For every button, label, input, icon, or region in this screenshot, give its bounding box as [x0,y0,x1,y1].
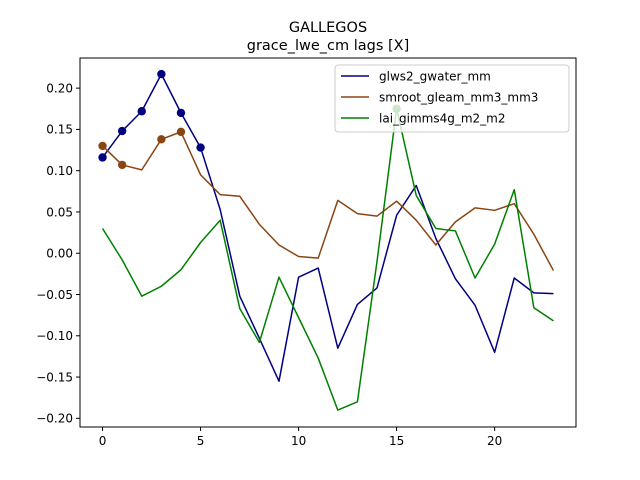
data-point-glws2_gwater_mm-1 [117,126,127,136]
data-point-smroot_gleam_mm3_mm3-1 [117,160,127,170]
y-tick-label: −0.10 [36,329,73,343]
series-line-glws2_gwater_mm [101,73,554,382]
y-axis: −0.20 −0.15 −0.10 −0.05 0.00 0.05 0.10 0.15 0.20 [36,81,80,426]
data-point-glws2_gwater_mm-2 [137,107,146,116]
x-tick-label: 10 [291,434,306,448]
y-tick-label: −0.15 [36,370,73,384]
y-tick-label: −0.05 [36,288,73,302]
legend-label-lai_gimms4g_m2_m2: lai_gimms4g_m2_m2 [379,112,506,126]
x-tick-label: 15 [389,434,404,448]
series-line-lai_gimms4g_m2_m2 [101,108,554,411]
data-point-smroot_gleam_mm3_mm3-0 [98,141,107,151]
legend-label-glws2_gwater_mm: glws2_gwater_mm [379,70,491,84]
data-point-glws2_gwater_mm-4 [176,108,186,118]
data-point-glws2_gwater_mm-3 [157,69,166,79]
data-point-glws2_gwater_mm-5 [196,143,205,152]
legend-entries: glws2_gwater_mm smroot_gleam_mm3_mm3 lai_g… [341,70,538,126]
y-tick-label: 0.00 [46,247,73,261]
data-point-glws2_gwater_mm-0 [98,153,107,162]
x-tick-label: 5 [197,434,205,448]
legend-label-smroot_gleam_mm3_mm3: smroot_gleam_mm3_mm3 [379,91,538,105]
data-point-smroot_gleam_mm3_mm3-3 [157,135,166,144]
y-tick-label: 0.10 [46,164,73,178]
y-tick-label: 0.05 [46,205,73,219]
chart-title: GALLEGOS [289,20,367,36]
y-tick-label: 0.20 [46,81,73,95]
x-tick-label: 20 [487,434,502,448]
series-layer [98,69,555,411]
y-tick-label: 0.15 [46,123,73,137]
y-tick-label: −0.20 [36,412,73,426]
legend: glws2_gwater_mm smroot_gleam_mm3_mm3 lai_g… [334,64,570,133]
legend-box [334,64,570,133]
chart-subtitle: grace_lwe_cm lags [X] [247,38,410,54]
plot-frame [79,57,577,428]
series-line-smroot_gleam_mm3_mm3 [102,131,555,271]
x-tick-label: 0 [99,434,107,448]
data-point-smroot_gleam_mm3_mm3-4 [176,127,186,137]
x-axis: 0 5 10 15 20 [99,427,502,448]
